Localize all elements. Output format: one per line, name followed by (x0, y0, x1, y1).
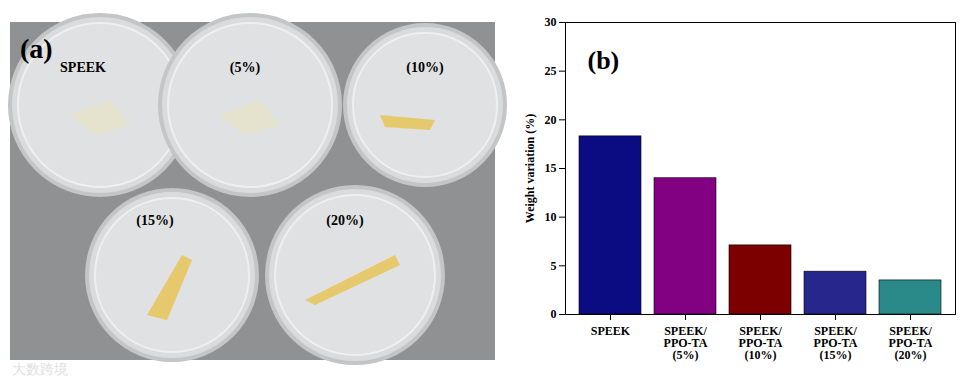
svg-text:30: 30 (545, 15, 557, 29)
svg-text:SPEEK: SPEEK (591, 324, 631, 338)
svg-text:(15%): (15%) (136, 213, 174, 229)
svg-text:(a): (a) (20, 33, 53, 64)
svg-text:SPEEK/PPO-TA(5%): SPEEK/PPO-TA(5%) (664, 324, 708, 362)
svg-text:SPEEK/PPO-TA(10%): SPEEK/PPO-TA(10%) (739, 324, 783, 362)
svg-text:15: 15 (545, 161, 557, 175)
svg-text:(20%): (20%) (326, 213, 364, 229)
svg-text:大数跨境: 大数跨境 (12, 361, 68, 377)
svg-text:25: 25 (545, 64, 557, 78)
svg-text:10: 10 (545, 210, 557, 224)
svg-text:20: 20 (545, 113, 557, 127)
svg-text:SPEEK: SPEEK (60, 60, 106, 75)
svg-text:Weight variation (%): Weight variation (%) (523, 114, 537, 223)
svg-text:(5%): (5%) (230, 60, 261, 76)
svg-text:(10%): (10%) (406, 60, 444, 76)
svg-text:5: 5 (551, 259, 557, 273)
svg-text:SPEEK/PPO-TA(15%): SPEEK/PPO-TA(15%) (814, 324, 858, 362)
svg-text:(b): (b) (588, 46, 620, 75)
svg-text:0: 0 (551, 307, 557, 321)
svg-text:SPEEK/PPO-TA(20%): SPEEK/PPO-TA(20%) (889, 324, 933, 362)
